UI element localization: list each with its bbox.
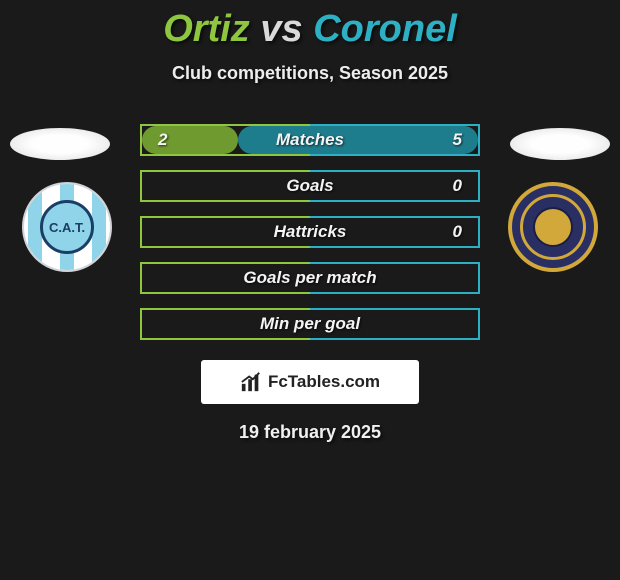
- chart-icon: [240, 371, 262, 393]
- brand-text: FcTables.com: [268, 372, 380, 392]
- stat-bar-left: [142, 126, 238, 154]
- club-badge-right: [508, 182, 598, 272]
- player-right-oval: [510, 128, 610, 160]
- player-left-oval: [10, 128, 110, 160]
- stat-row: Goals 0: [140, 170, 480, 202]
- stat-bar-right: [238, 126, 478, 154]
- title-vs: vs: [260, 8, 302, 50]
- club-left-code: C.A.T.: [40, 200, 94, 254]
- title-player2: Coronel: [313, 8, 457, 50]
- club-badge-left: C.A.T.: [22, 182, 112, 272]
- stat-row: Hattricks 0: [140, 216, 480, 248]
- stat-value-right: 0: [453, 176, 462, 196]
- date-text: 19 february 2025: [0, 422, 620, 443]
- stat-label: Hattricks: [274, 222, 347, 242]
- stat-label: Min per goal: [260, 314, 360, 334]
- stat-value-left: 2: [158, 130, 167, 150]
- title-player1: Ortiz: [163, 8, 250, 50]
- stat-label: Goals per match: [243, 268, 376, 288]
- page-title: Ortiz vs Coronel: [0, 0, 620, 51]
- subtitle: Club competitions, Season 2025: [0, 63, 620, 84]
- stat-value-right: 5: [453, 130, 462, 150]
- stat-value-right: 0: [453, 222, 462, 242]
- stat-label: Goals: [286, 176, 333, 196]
- stat-label: Matches: [276, 130, 344, 150]
- stat-row: Min per goal: [140, 308, 480, 340]
- brand-box: FcTables.com: [201, 360, 419, 404]
- comparison-stage: C.A.T. 2 Matches 5 Goals 0 Hattricks 0 Goals pe…: [0, 124, 620, 443]
- stat-rows: 2 Matches 5 Goals 0 Hattricks 0 Goals per match…: [140, 124, 480, 340]
- stat-row: 2 Matches 5: [140, 124, 480, 156]
- stat-row: Goals per match: [140, 262, 480, 294]
